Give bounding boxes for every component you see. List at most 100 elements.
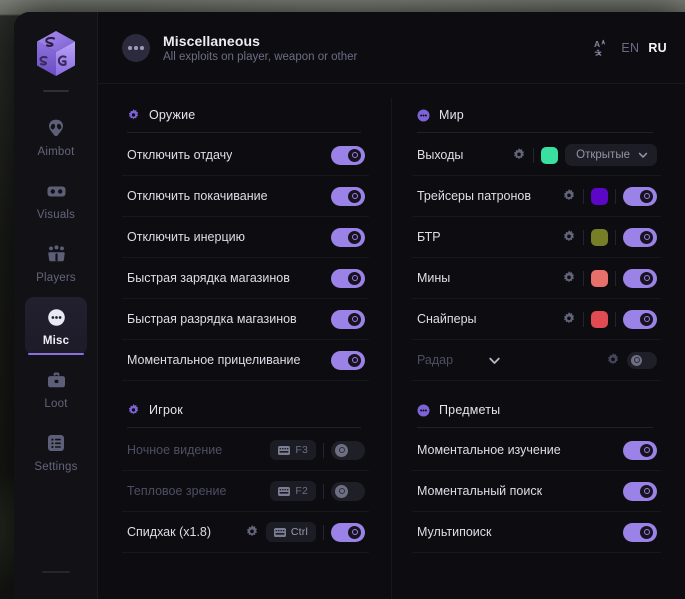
row-controls — [562, 227, 657, 247]
sidebar-item-settings[interactable]: Settings — [25, 423, 87, 481]
table-row[interactable]: БТР — [412, 217, 661, 258]
table-row[interactable]: Моментальный поиск — [412, 471, 661, 512]
control-separator — [323, 524, 324, 540]
lang-option-en[interactable]: EN — [621, 41, 640, 55]
sidebar: Aimbot Visuals Players — [14, 12, 98, 599]
sidebar-item-players[interactable]: Players — [25, 234, 87, 292]
row-label: Радар — [417, 353, 454, 367]
table-row[interactable]: Моментальное изучение — [412, 430, 661, 471]
alien-icon — [45, 117, 67, 139]
keybind-badge[interactable]: F2 — [270, 481, 316, 501]
toggle-switch[interactable] — [331, 440, 365, 460]
toggle-switch[interactable] — [627, 351, 657, 369]
row-controls: F2 — [270, 481, 365, 501]
group-player: Игрок Ночное видение — [122, 395, 369, 553]
table-row[interactable]: Мультипоиск — [412, 512, 661, 553]
toggle-switch[interactable] — [623, 440, 657, 460]
table-row[interactable]: Трейсеры патронов — [412, 176, 661, 217]
sidebar-item-visuals[interactable]: Visuals — [25, 171, 87, 229]
row-label: Тепловое зрение — [127, 484, 227, 498]
toggle-switch[interactable] — [331, 522, 365, 542]
control-separator — [615, 229, 616, 245]
table-row[interactable]: Отключить покачивание — [122, 176, 369, 217]
group-items-title: Предметы — [439, 403, 501, 417]
gear-icon[interactable] — [245, 525, 259, 539]
dots-icon — [45, 306, 67, 328]
color-swatch[interactable] — [591, 228, 608, 246]
table-row[interactable]: Ночное видение — [122, 430, 369, 471]
group-world-title: Мир — [439, 108, 464, 122]
translate-icon: A — [594, 39, 612, 57]
gear-icon — [127, 108, 140, 122]
row-controls: F3 — [270, 440, 365, 460]
toggle-switch[interactable] — [331, 350, 365, 370]
toggle-switch[interactable] — [331, 309, 365, 329]
toggle-switch[interactable] — [331, 227, 365, 247]
row-controls — [331, 350, 365, 370]
control-separator — [615, 270, 616, 286]
color-swatch[interactable] — [591, 187, 608, 205]
table-row[interactable]: Моментальное прицеливание — [122, 340, 369, 381]
gear-icon[interactable] — [562, 189, 576, 203]
sidebar-item-label: Visuals — [36, 209, 76, 221]
group-world-divider — [417, 132, 653, 133]
group-world: Мир Выходы — [412, 100, 661, 381]
gear-icon[interactable] — [606, 353, 620, 367]
color-swatch[interactable] — [591, 310, 608, 328]
row-controls: Открытые — [512, 144, 657, 166]
toggle-switch[interactable] — [331, 145, 365, 165]
toggle-switch[interactable] — [623, 522, 657, 542]
row-label: Отключить покачивание — [127, 189, 268, 203]
table-row[interactable]: Отключить отдачу — [122, 135, 369, 176]
keyboard-icon — [278, 445, 291, 455]
color-swatch[interactable] — [541, 146, 559, 164]
chevron-down-icon[interactable] — [487, 353, 502, 368]
table-row[interactable]: Быстрая разрядка магазинов — [122, 299, 369, 340]
toggle-switch[interactable] — [331, 268, 365, 288]
row-controls — [562, 268, 657, 288]
table-row[interactable]: Тепловое зрение — [122, 471, 369, 512]
svg-text:A: A — [594, 39, 600, 49]
table-row[interactable]: Выходы Открытые — [412, 135, 661, 176]
page-subtitle: All exploits on player, weapon or other — [163, 51, 358, 63]
control-separator — [615, 188, 616, 204]
page-title: Miscellaneous — [163, 33, 261, 49]
toggle-switch[interactable] — [331, 481, 365, 501]
settings-columns: Оружие Отключить отдачу Отключить покачи… — [98, 84, 685, 599]
sidebar-item-aimbot[interactable]: Aimbot — [25, 108, 87, 166]
toggle-switch[interactable] — [623, 186, 657, 206]
table-row[interactable]: Спидхак (x1.8) — [122, 512, 369, 553]
table-row[interactable]: Снайперы — [412, 299, 661, 340]
control-separator — [615, 311, 616, 327]
toggle-switch[interactable] — [623, 481, 657, 501]
sidebar-item-misc[interactable]: Misc — [25, 297, 87, 355]
gear-icon[interactable] — [562, 230, 576, 244]
table-row[interactable]: Радар — [412, 340, 661, 381]
exits-dropdown[interactable]: Открытые — [565, 144, 657, 166]
row-controls — [606, 351, 657, 369]
gear-icon[interactable] — [562, 271, 576, 285]
keybind-badge[interactable]: Ctrl — [265, 522, 316, 542]
table-row[interactable]: Мины — [412, 258, 661, 299]
sidebar-item-loot[interactable]: Loot — [25, 360, 87, 418]
language-switcher[interactable]: A EN RU — [594, 39, 667, 57]
group-world-header: Мир — [412, 100, 661, 132]
keyboard-icon — [273, 527, 286, 537]
table-row[interactable]: Быстрая зарядка магазинов — [122, 258, 369, 299]
group-items: Предметы Моментальное изучение Моменталь… — [412, 395, 661, 553]
lang-option-ru[interactable]: RU — [648, 41, 667, 55]
keybind-label: Ctrl — [290, 526, 308, 538]
group-player-divider — [127, 427, 361, 428]
page-header-text: Miscellaneous All exploits on player, we… — [163, 33, 357, 63]
gear-icon[interactable] — [512, 148, 526, 162]
color-swatch[interactable] — [591, 269, 608, 287]
gear-icon[interactable] — [562, 312, 576, 326]
group-weapon-title: Оружие — [149, 108, 196, 122]
toggle-switch[interactable] — [331, 186, 365, 206]
toggle-switch[interactable] — [623, 309, 657, 329]
keybind-badge[interactable]: F3 — [270, 440, 316, 460]
toggle-switch[interactable] — [623, 227, 657, 247]
toggle-switch[interactable] — [623, 268, 657, 288]
row-controls — [331, 309, 365, 329]
table-row[interactable]: Отключить инерцию — [122, 217, 369, 258]
